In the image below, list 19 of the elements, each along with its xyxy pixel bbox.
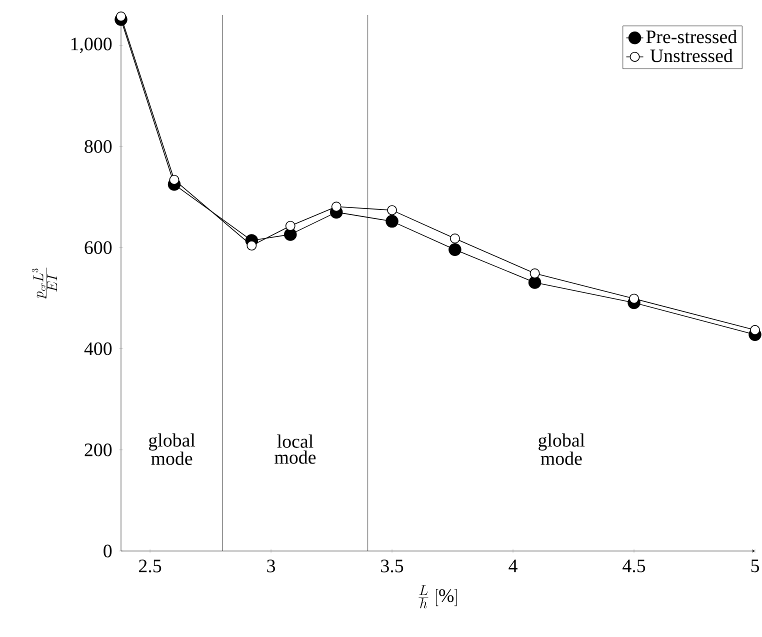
- x-tick-label: 3.5: [381, 560, 404, 572]
- y-tick-label: 0: [104, 544, 112, 558]
- x-tick-label: 4.5: [622, 560, 646, 572]
- x-tick-label: 3: [267, 560, 276, 572]
- y-tick-label: 200: [84, 443, 112, 456]
- y-axis-title: $\frac{p_{cr}L^3}{EI}$: [32, 268, 57, 299]
- y-tick-label: 1,000: [71, 38, 112, 54]
- y-tick-label: 800: [84, 140, 112, 153]
- legend-label: Unstressed: [650, 48, 733, 62]
- annotation: local mode: [274, 434, 316, 464]
- y-tick-label: 400: [84, 342, 112, 356]
- x-tick-label: 5: [751, 560, 759, 572]
- x-axis-title: $\frac{L}{h}\ [\%]$: [418, 585, 457, 608]
- y-tick-label: 600: [84, 241, 112, 254]
- annotation: global mode: [148, 433, 196, 465]
- legend-label: Pre-stressed: [646, 30, 737, 44]
- annotation: global mode: [538, 433, 585, 465]
- x-tick-label: 2.5: [139, 560, 162, 572]
- x-tick-label: 4: [508, 560, 518, 572]
